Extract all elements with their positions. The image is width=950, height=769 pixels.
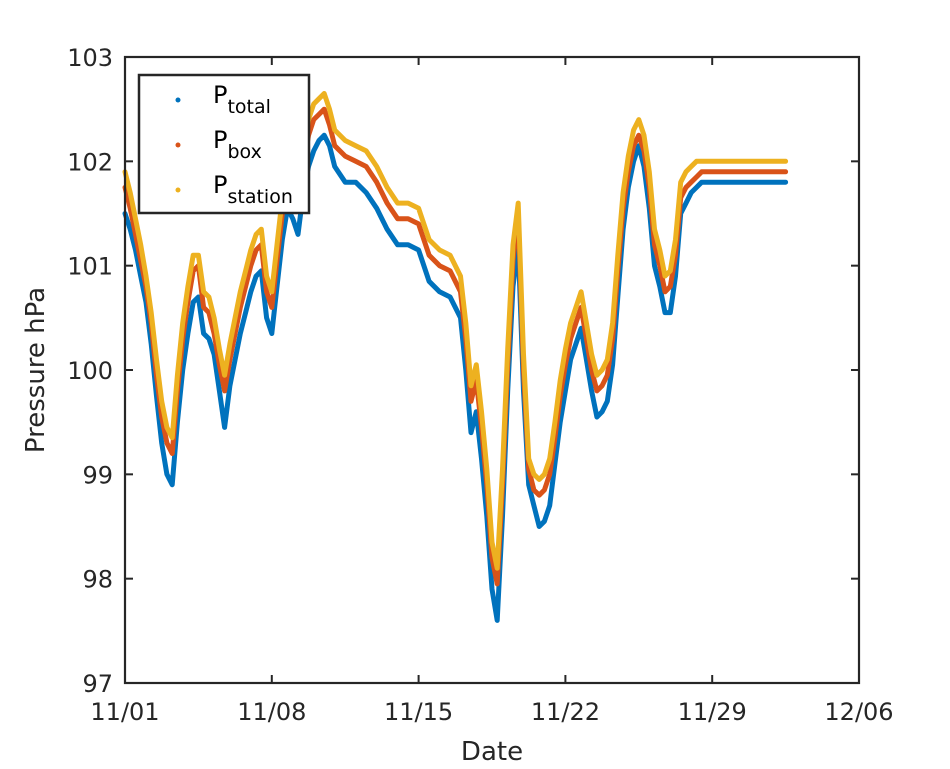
series-layer	[122, 91, 789, 623]
x-tick-label: 11/01	[90, 698, 159, 726]
x-tick-label: 12/06	[824, 698, 893, 726]
legend-label-station: Pstation	[213, 171, 293, 208]
legend: Ptotal Pbox Pstation	[137, 73, 311, 215]
y-tick-label: 103	[67, 44, 113, 72]
legend-box	[137, 73, 311, 215]
series-line-station	[122, 91, 789, 571]
legend-marker-box	[175, 142, 181, 148]
ticks-layer: 11/01 11/08 11/15 11/22 11/29 12/06 97 98 99 100 1…	[67, 44, 893, 726]
y-axis-title: Pressure hPa	[21, 287, 51, 453]
y-tick-label: 102	[67, 148, 113, 176]
x-axis-title: Date	[461, 737, 523, 767]
x-tick-label: 11/29	[678, 698, 747, 726]
x-tick-label: 11/15	[384, 698, 453, 726]
legend-label-total: Ptotal	[213, 81, 271, 118]
y-tick-label: 99	[82, 461, 113, 489]
legend-marker-total	[175, 97, 181, 103]
y-tick-label: 100	[67, 357, 113, 385]
y-tick-label: 98	[82, 566, 113, 594]
legend-label-box: Pbox	[213, 126, 262, 163]
x-tick-label: 11/08	[237, 698, 306, 726]
x-tick-label: 11/22	[531, 698, 600, 726]
legend-marker-station	[175, 187, 181, 193]
y-tick-label: 97	[82, 670, 113, 698]
y-tick-label: 101	[67, 253, 113, 281]
